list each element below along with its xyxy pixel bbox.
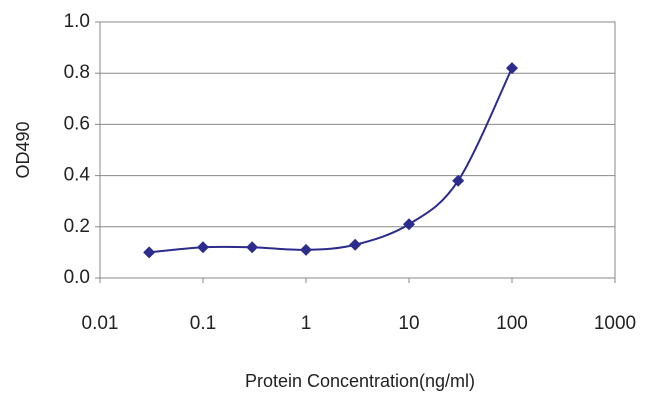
- y-tick-label: 0.0: [64, 267, 90, 288]
- data-point: [143, 246, 156, 259]
- x-tick-label: 10: [398, 313, 419, 334]
- x-tick-label: 1: [301, 313, 312, 334]
- data-point: [403, 218, 415, 231]
- data-point: [197, 241, 209, 254]
- y-tick-label: 0.2: [64, 216, 90, 237]
- y-axis-title: OD490: [13, 121, 33, 178]
- data-point: [452, 174, 465, 187]
- data-point: [349, 238, 362, 251]
- data-point: [246, 241, 259, 254]
- x-tick-label: 100: [496, 313, 528, 334]
- y-tick-label: 0.6: [64, 113, 90, 134]
- data-point: [506, 62, 518, 75]
- x-tick-label: 1000: [594, 313, 636, 334]
- y-tick-label: 0.8: [64, 62, 90, 83]
- x-tick-label: 0.1: [190, 313, 216, 334]
- x-axis-title: Protein Concentration(ng/ml): [245, 371, 475, 391]
- x-tick-label: 0.01: [82, 313, 119, 334]
- plot-area: [99, 21, 616, 279]
- y-tick-label: 1.0: [64, 11, 90, 32]
- data-point: [300, 243, 312, 256]
- y-tick-label: 0.4: [64, 165, 91, 186]
